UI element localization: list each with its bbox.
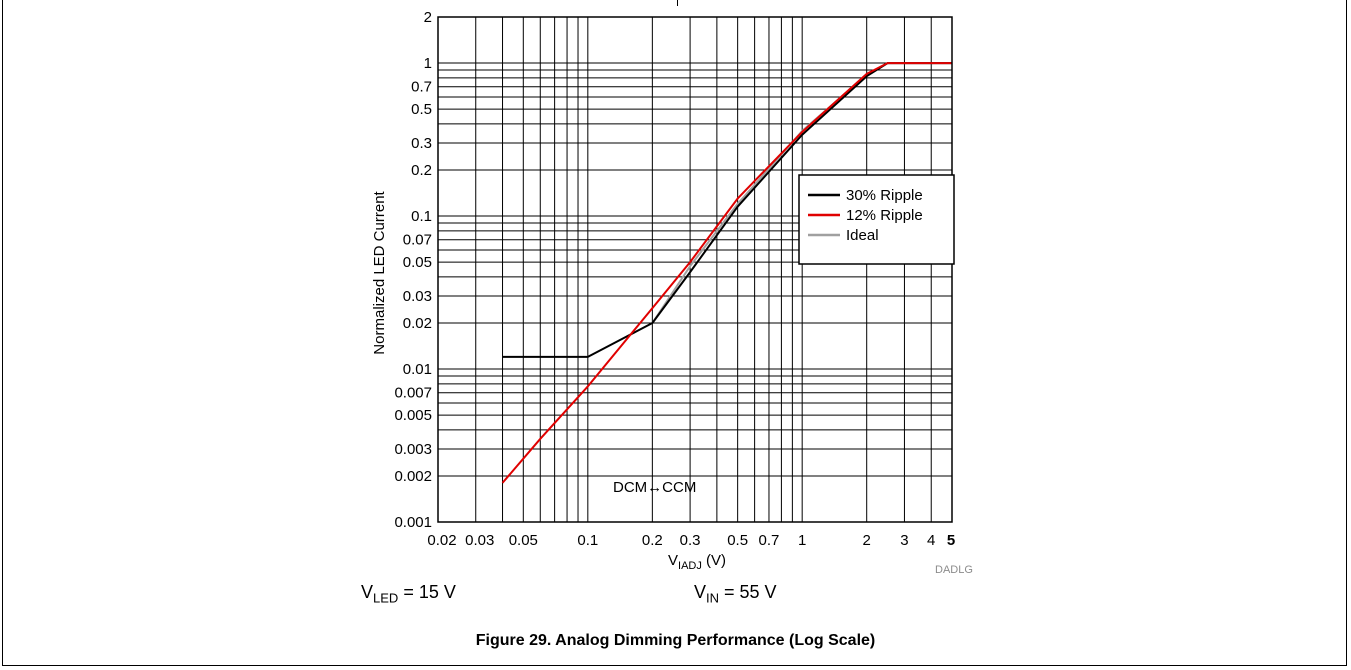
page-divider (677, 0, 678, 6)
x-axis-label: VIADJ (V) (668, 552, 727, 572)
x-tick-label: 0.2 (642, 532, 663, 549)
y-tick-label: 0.1 (411, 208, 432, 225)
figure-code: DADLG (935, 564, 973, 576)
legend-label: 30% Ripple (846, 187, 923, 204)
y-tick-label: 0.2 (411, 162, 432, 179)
y-tick-label: 0.003 (394, 441, 432, 458)
y-axis-label: Normalized LED Current (371, 190, 388, 354)
x-tick-label: 1 (798, 532, 806, 549)
y-tick-label: 0.01 (403, 361, 432, 378)
x-tick-label: 4 (927, 532, 935, 549)
x-tick-labels: 0.02 0.03 0.05 0.1 0.2 0.3 0.5 0.7 1 2 3 4 5 (427, 532, 955, 549)
x-tick-label: 0.5 (727, 532, 748, 549)
figure-caption: Figure 29. Analog Dimming Performance (L… (475, 632, 876, 649)
y-tick-label: 0.03 (403, 288, 432, 305)
x-tick-label: 0.02 (427, 532, 456, 549)
y-tick-label: 0.002 (394, 468, 432, 485)
y-tick-label: 0.07 (403, 232, 432, 249)
x-tick-label: 0.3 (680, 532, 701, 549)
vled-condition: VLED = 15 V (361, 582, 456, 606)
y-tick-label: 0.5 (411, 101, 432, 118)
x-tick-label: 0.03 (465, 532, 494, 549)
x-tick-label: 0.7 (759, 532, 780, 549)
y-tick-label: 0.005 (394, 407, 432, 424)
grid-lines (437, 16, 953, 523)
y-tick-label: 0.7 (411, 79, 432, 96)
dcm-ccm-annotation: DCM↔CCM (613, 479, 696, 496)
x-tick-label: 0.1 (577, 532, 598, 549)
y-tick-label: 0.02 (403, 315, 432, 332)
legend: 30% Ripple 12% Ripple Ideal (798, 174, 955, 265)
y-tick-labels: 0.001 0.002 0.003 0.005 0.007 0.01 0.02 0.03 0.0… (394, 9, 432, 531)
legend-label: 12% Ripple (846, 207, 923, 224)
plot-border (437, 16, 953, 523)
x-tick-label: 0.05 (509, 532, 538, 549)
y-tick-label: 1 (424, 55, 432, 72)
vin-condition: VIN = 55 V (694, 582, 777, 606)
x-tick-label: 3 (900, 532, 908, 549)
series-lines (501, 62, 952, 484)
x-tick-label: 2 (863, 532, 871, 549)
y-tick-label: 2 (424, 9, 432, 26)
legend-label: Ideal (846, 227, 879, 244)
y-tick-label: 0.3 (411, 135, 432, 152)
y-tick-label: 0.001 (394, 514, 432, 531)
series-line-1 (501, 62, 952, 484)
y-tick-label: 0.007 (394, 385, 432, 402)
y-tick-label: 0.05 (403, 254, 432, 271)
x-tick-label: 5 (947, 532, 955, 549)
